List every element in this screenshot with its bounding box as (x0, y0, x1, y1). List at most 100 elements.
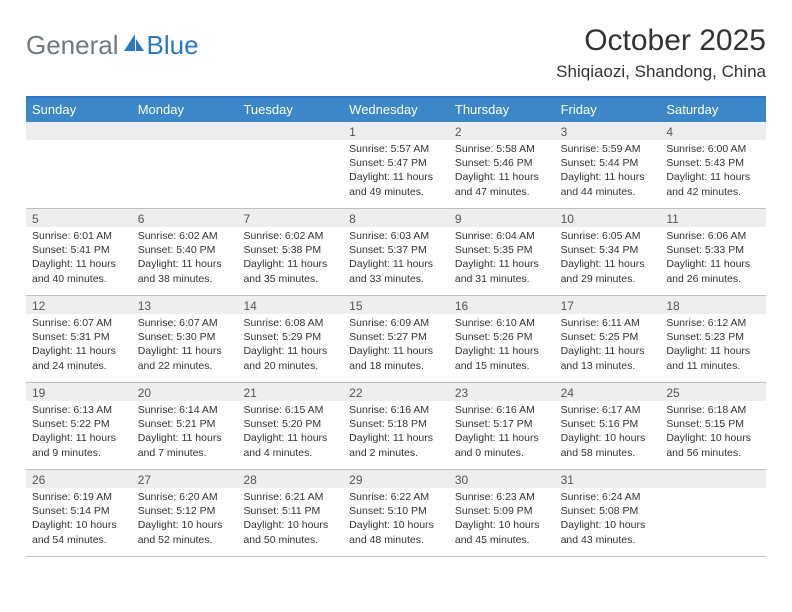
day-number: 19 (26, 383, 132, 401)
day-cell (26, 122, 132, 208)
day-cell: 31Sunrise: 6:24 AMSunset: 5:08 PMDayligh… (555, 470, 661, 556)
dow-wednesday: Wednesday (343, 98, 449, 122)
sunrise-text: Sunrise: 6:07 AM (138, 316, 234, 330)
day-body: Sunrise: 5:57 AMSunset: 5:47 PMDaylight:… (343, 140, 449, 203)
day-cell: 24Sunrise: 6:17 AMSunset: 5:16 PMDayligh… (555, 383, 661, 469)
sunset-text: Sunset: 5:27 PM (349, 330, 445, 344)
daylight-text: Daylight: 10 hours and 52 minutes. (138, 518, 234, 546)
day-cell: 11Sunrise: 6:06 AMSunset: 5:33 PMDayligh… (660, 209, 766, 295)
day-body: Sunrise: 6:18 AMSunset: 5:15 PMDaylight:… (660, 401, 766, 464)
daylight-text: Daylight: 11 hours and 9 minutes. (32, 431, 128, 459)
daylight-text: Daylight: 11 hours and 42 minutes. (666, 170, 762, 198)
sunset-text: Sunset: 5:38 PM (243, 243, 339, 257)
sunset-text: Sunset: 5:37 PM (349, 243, 445, 257)
day-body: Sunrise: 6:07 AMSunset: 5:31 PMDaylight:… (26, 314, 132, 377)
day-number: 7 (237, 209, 343, 227)
daylight-text: Daylight: 11 hours and 15 minutes. (455, 344, 551, 372)
day-cell (660, 470, 766, 556)
day-number: 25 (660, 383, 766, 401)
week-row: 1Sunrise: 5:57 AMSunset: 5:47 PMDaylight… (26, 122, 766, 209)
sunset-text: Sunset: 5:43 PM (666, 156, 762, 170)
sunrise-text: Sunrise: 6:03 AM (349, 229, 445, 243)
day-cell: 6Sunrise: 6:02 AMSunset: 5:40 PMDaylight… (132, 209, 238, 295)
daylight-text: Daylight: 11 hours and 44 minutes. (561, 170, 657, 198)
week-row: 5Sunrise: 6:01 AMSunset: 5:41 PMDaylight… (26, 209, 766, 296)
day-body: Sunrise: 6:13 AMSunset: 5:22 PMDaylight:… (26, 401, 132, 464)
day-body: Sunrise: 6:07 AMSunset: 5:30 PMDaylight:… (132, 314, 238, 377)
sunrise-text: Sunrise: 6:14 AM (138, 403, 234, 417)
day-body (132, 140, 238, 146)
day-number (660, 470, 766, 488)
day-body (660, 488, 766, 494)
day-number: 28 (237, 470, 343, 488)
daylight-text: Daylight: 11 hours and 4 minutes. (243, 431, 339, 459)
sunset-text: Sunset: 5:08 PM (561, 504, 657, 518)
daylight-text: Daylight: 10 hours and 58 minutes. (561, 431, 657, 459)
day-body: Sunrise: 6:10 AMSunset: 5:26 PMDaylight:… (449, 314, 555, 377)
day-number: 20 (132, 383, 238, 401)
sunrise-text: Sunrise: 6:04 AM (455, 229, 551, 243)
dow-header-row: Sunday Monday Tuesday Wednesday Thursday… (26, 98, 766, 122)
day-body: Sunrise: 6:16 AMSunset: 5:18 PMDaylight:… (343, 401, 449, 464)
day-number: 29 (343, 470, 449, 488)
day-number: 1 (343, 122, 449, 140)
day-number: 31 (555, 470, 661, 488)
day-body: Sunrise: 6:05 AMSunset: 5:34 PMDaylight:… (555, 227, 661, 290)
calendar: Sunday Monday Tuesday Wednesday Thursday… (26, 96, 766, 557)
location-label: Shiqiaozi, Shandong, China (556, 62, 766, 82)
title-block: October 2025 Shiqiaozi, Shandong, China (556, 24, 766, 82)
day-body: Sunrise: 5:58 AMSunset: 5:46 PMDaylight:… (449, 140, 555, 203)
day-cell: 29Sunrise: 6:22 AMSunset: 5:10 PMDayligh… (343, 470, 449, 556)
sunrise-text: Sunrise: 6:12 AM (666, 316, 762, 330)
day-number: 14 (237, 296, 343, 314)
sunset-text: Sunset: 5:47 PM (349, 156, 445, 170)
sunrise-text: Sunrise: 6:16 AM (349, 403, 445, 417)
day-cell: 28Sunrise: 6:21 AMSunset: 5:11 PMDayligh… (237, 470, 343, 556)
sunset-text: Sunset: 5:09 PM (455, 504, 551, 518)
day-body: Sunrise: 5:59 AMSunset: 5:44 PMDaylight:… (555, 140, 661, 203)
logo-sail-icon (123, 33, 145, 53)
sunrise-text: Sunrise: 6:22 AM (349, 490, 445, 504)
sunset-text: Sunset: 5:23 PM (666, 330, 762, 344)
sunset-text: Sunset: 5:26 PM (455, 330, 551, 344)
day-number: 18 (660, 296, 766, 314)
daylight-text: Daylight: 11 hours and 2 minutes. (349, 431, 445, 459)
sunrise-text: Sunrise: 6:13 AM (32, 403, 128, 417)
day-cell: 10Sunrise: 6:05 AMSunset: 5:34 PMDayligh… (555, 209, 661, 295)
sunset-text: Sunset: 5:16 PM (561, 417, 657, 431)
day-cell: 13Sunrise: 6:07 AMSunset: 5:30 PMDayligh… (132, 296, 238, 382)
daylight-text: Daylight: 11 hours and 49 minutes. (349, 170, 445, 198)
sunrise-text: Sunrise: 6:08 AM (243, 316, 339, 330)
sunset-text: Sunset: 5:25 PM (561, 330, 657, 344)
day-number (237, 122, 343, 140)
day-body: Sunrise: 6:11 AMSunset: 5:25 PMDaylight:… (555, 314, 661, 377)
logo-text-general: General (26, 30, 119, 61)
sunset-text: Sunset: 5:44 PM (561, 156, 657, 170)
sunrise-text: Sunrise: 6:15 AM (243, 403, 339, 417)
day-body: Sunrise: 6:12 AMSunset: 5:23 PMDaylight:… (660, 314, 766, 377)
day-cell: 26Sunrise: 6:19 AMSunset: 5:14 PMDayligh… (26, 470, 132, 556)
day-cell: 4Sunrise: 6:00 AMSunset: 5:43 PMDaylight… (660, 122, 766, 208)
day-body: Sunrise: 6:01 AMSunset: 5:41 PMDaylight:… (26, 227, 132, 290)
sunset-text: Sunset: 5:34 PM (561, 243, 657, 257)
sunset-text: Sunset: 5:11 PM (243, 504, 339, 518)
day-cell: 27Sunrise: 6:20 AMSunset: 5:12 PMDayligh… (132, 470, 238, 556)
sunset-text: Sunset: 5:40 PM (138, 243, 234, 257)
sunset-text: Sunset: 5:10 PM (349, 504, 445, 518)
day-number: 12 (26, 296, 132, 314)
day-number: 30 (449, 470, 555, 488)
sunrise-text: Sunrise: 6:21 AM (243, 490, 339, 504)
day-number: 21 (237, 383, 343, 401)
day-cell: 14Sunrise: 6:08 AMSunset: 5:29 PMDayligh… (237, 296, 343, 382)
day-number: 26 (26, 470, 132, 488)
sunset-text: Sunset: 5:30 PM (138, 330, 234, 344)
day-body: Sunrise: 6:23 AMSunset: 5:09 PMDaylight:… (449, 488, 555, 551)
day-cell: 21Sunrise: 6:15 AMSunset: 5:20 PMDayligh… (237, 383, 343, 469)
sunset-text: Sunset: 5:41 PM (32, 243, 128, 257)
dow-tuesday: Tuesday (237, 98, 343, 122)
sunset-text: Sunset: 5:46 PM (455, 156, 551, 170)
day-number: 10 (555, 209, 661, 227)
day-body: Sunrise: 6:24 AMSunset: 5:08 PMDaylight:… (555, 488, 661, 551)
sunrise-text: Sunrise: 5:57 AM (349, 142, 445, 156)
daylight-text: Daylight: 11 hours and 31 minutes. (455, 257, 551, 285)
